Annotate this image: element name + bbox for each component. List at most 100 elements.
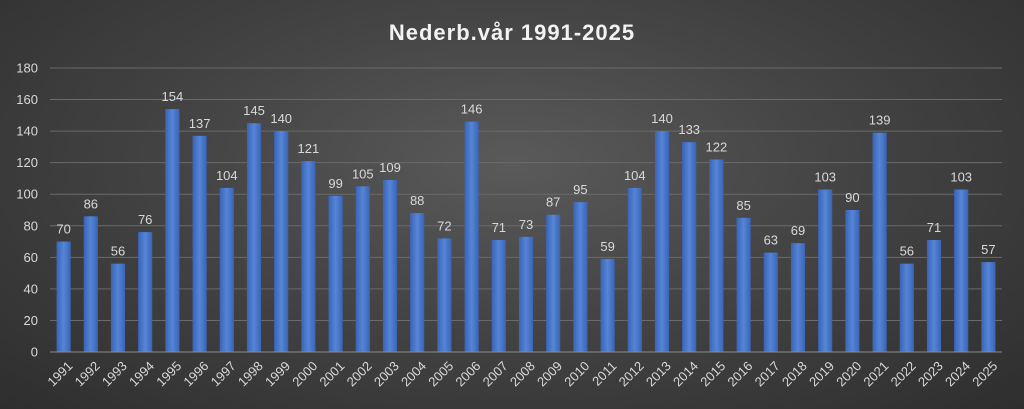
bar bbox=[437, 238, 452, 352]
data-label: 139 bbox=[869, 113, 891, 128]
x-tick-label: 2007 bbox=[480, 358, 511, 389]
bar bbox=[573, 202, 588, 352]
x-tick-label: 2006 bbox=[452, 358, 483, 389]
x-tick-label: 1995 bbox=[153, 358, 184, 389]
data-label: 56 bbox=[111, 244, 125, 259]
data-label: 140 bbox=[270, 111, 292, 126]
y-tick-label: 80 bbox=[24, 218, 38, 233]
x-tick-label: 2005 bbox=[425, 358, 456, 389]
data-label: 109 bbox=[379, 160, 401, 175]
data-label: 145 bbox=[243, 103, 265, 118]
x-tick-label: 1991 bbox=[44, 358, 75, 389]
data-label: 73 bbox=[519, 217, 533, 232]
x-tick-label: 2015 bbox=[697, 358, 728, 389]
bar bbox=[954, 189, 969, 352]
x-tick-label: 2020 bbox=[833, 358, 864, 389]
bar bbox=[301, 161, 316, 352]
data-label: 70 bbox=[56, 222, 70, 237]
y-tick-label: 160 bbox=[16, 92, 38, 107]
x-tick-label: 2004 bbox=[398, 358, 429, 389]
data-label: 95 bbox=[573, 182, 587, 197]
bar bbox=[736, 217, 751, 352]
y-tick-label: 0 bbox=[31, 345, 38, 360]
x-tick-label: 2011 bbox=[589, 358, 619, 388]
bar bbox=[165, 109, 180, 353]
x-tick-label: 1997 bbox=[208, 358, 239, 389]
x-tick-label: 2016 bbox=[724, 358, 755, 389]
y-tick-label: 40 bbox=[24, 281, 38, 296]
x-tick-label: 2017 bbox=[752, 358, 783, 389]
bar bbox=[246, 123, 262, 352]
data-label: 104 bbox=[216, 168, 238, 183]
bar bbox=[518, 236, 534, 352]
x-tick-label: 2002 bbox=[344, 358, 375, 389]
x-tick-label: 2023 bbox=[915, 358, 946, 389]
data-label: 90 bbox=[845, 190, 859, 205]
data-labels: 70 86 56 76 154 137 104 145 140 121 99 105 109 88 72 14… bbox=[56, 89, 995, 259]
bar bbox=[790, 243, 806, 352]
bar bbox=[192, 135, 207, 352]
data-label: 104 bbox=[624, 168, 646, 183]
x-tick-label: 1998 bbox=[235, 358, 266, 389]
bar bbox=[491, 239, 506, 352]
data-label: 63 bbox=[764, 233, 778, 248]
bar bbox=[410, 213, 425, 352]
bar bbox=[818, 189, 833, 352]
bar bbox=[981, 262, 996, 352]
y-tick-label: 60 bbox=[24, 250, 38, 265]
bar bbox=[654, 131, 670, 352]
x-tick-label: 1999 bbox=[262, 358, 293, 389]
data-label: 99 bbox=[328, 176, 342, 191]
bars bbox=[56, 109, 996, 353]
bar bbox=[83, 216, 98, 352]
x-tick-label: 1996 bbox=[180, 358, 211, 389]
x-tick-label: 2025 bbox=[969, 358, 1000, 389]
bar bbox=[709, 159, 724, 352]
bar bbox=[110, 263, 126, 352]
x-tick-label: 2024 bbox=[942, 358, 973, 389]
data-label: 59 bbox=[600, 239, 614, 254]
data-label: 76 bbox=[138, 212, 152, 227]
data-label: 154 bbox=[162, 89, 184, 104]
x-tick-label: 2003 bbox=[371, 358, 402, 389]
x-tick-label: 2022 bbox=[888, 358, 919, 389]
x-tick-label: 1992 bbox=[72, 358, 103, 389]
data-label: 122 bbox=[706, 140, 728, 155]
bar bbox=[627, 187, 642, 352]
x-tick-label: 1994 bbox=[126, 358, 157, 389]
bar bbox=[845, 210, 860, 352]
data-label: 85 bbox=[736, 198, 750, 213]
bar bbox=[138, 232, 153, 352]
data-label: 105 bbox=[352, 166, 374, 181]
bar bbox=[274, 131, 289, 352]
x-tick-label: 2008 bbox=[507, 358, 538, 389]
data-label: 140 bbox=[651, 111, 673, 126]
x-tick-label: 2010 bbox=[561, 358, 592, 389]
y-axis-ticks: 0 20 40 60 80 100 120 140 160 180 bbox=[16, 61, 38, 360]
data-label: 137 bbox=[189, 116, 211, 131]
x-tick-label: 2012 bbox=[616, 358, 647, 389]
x-tick-label: 2021 bbox=[860, 358, 891, 389]
x-tick-label: 2001 bbox=[316, 358, 347, 389]
bar bbox=[682, 142, 697, 352]
y-tick-label: 180 bbox=[16, 61, 38, 76]
data-label: 103 bbox=[814, 169, 836, 184]
bar bbox=[899, 263, 914, 352]
bar bbox=[328, 195, 343, 352]
data-label: 133 bbox=[678, 122, 700, 137]
x-tick-label: 2000 bbox=[289, 358, 320, 389]
y-tick-label: 120 bbox=[16, 155, 38, 170]
bar bbox=[464, 121, 479, 353]
y-tick-label: 20 bbox=[24, 313, 38, 328]
data-label: 71 bbox=[492, 220, 506, 235]
x-tick-label: 2009 bbox=[534, 358, 565, 389]
data-label: 56 bbox=[900, 244, 914, 259]
chart-title: Nederb.vår 1991-2025 bbox=[389, 20, 635, 45]
bar bbox=[763, 252, 778, 352]
bar bbox=[219, 187, 234, 352]
x-tick-label: 1993 bbox=[99, 358, 130, 389]
data-label: 72 bbox=[437, 218, 451, 233]
gridlines bbox=[50, 67, 1002, 321]
y-tick-label: 100 bbox=[16, 187, 38, 202]
